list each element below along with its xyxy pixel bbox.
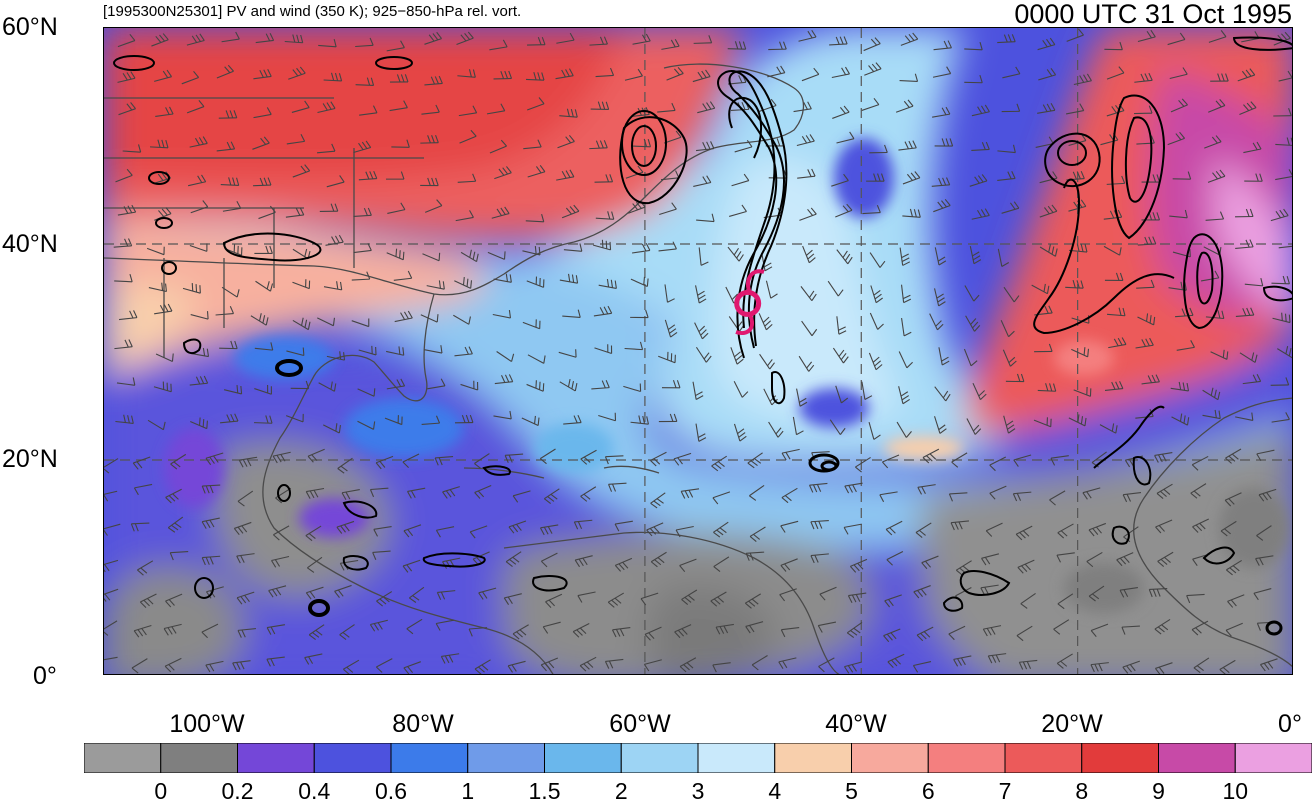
lon-label-60w: 60°W [609,710,670,739]
colorbar [84,743,1312,773]
colorbar-swatch [852,743,929,773]
colorbar-swatch [161,743,238,773]
colorbar-label: 0.2 [222,778,254,805]
lon-label-40w: 40°W [825,710,886,739]
colorbar-label: 2 [615,778,628,805]
colorbar-label: 1.5 [529,778,561,805]
colorbar-label: 0 [154,778,167,805]
colorbar-swatch [1005,743,1082,773]
lat-label-equator: 0° [33,662,57,691]
colorbar-label: 7 [999,778,1012,805]
colorbar-label: 0.6 [375,778,407,805]
plot-timestamp: 0000 UTC 31 Oct 1995 [1014,0,1292,30]
lon-label-20w: 20°W [1041,710,1102,739]
colorbar-swatch [545,743,622,773]
colorbar-label: 3 [692,778,705,805]
colorbar-swatch [468,743,545,773]
colorbar-label: 10 [1222,778,1248,805]
colorbar-label: 0.4 [298,778,330,805]
colorbar-swatch [1235,743,1312,773]
lat-label-40n: 40°N [2,230,58,259]
lon-label-80w: 80°W [392,710,453,739]
colorbar-label: 4 [768,778,781,805]
colorbar-swatch [775,743,852,773]
plot-title: [1995300N25301] PV and wind (350 K); 925… [103,3,521,20]
map-canvas [104,28,1293,675]
colorbar-label: 8 [1075,778,1088,805]
lon-label-100w: 100°W [169,710,244,739]
lat-label-60n: 60°N [2,13,58,42]
colorbar-swatch [621,743,698,773]
lon-label-0: 0° [1278,710,1302,739]
colorbar-swatch [314,743,391,773]
colorbar-swatch [391,743,468,773]
map-panel [103,27,1293,675]
colorbar-label: 5 [845,778,858,805]
colorbar-swatch [1159,743,1236,773]
colorbar-swatch [1082,743,1159,773]
colorbar-label: 6 [922,778,935,805]
colorbar-swatch [928,743,1005,773]
lat-label-20n: 20°N [2,445,58,474]
colorbar-label: 1 [461,778,474,805]
colorbar-swatch [84,743,161,773]
colorbar-swatch [238,743,315,773]
colorbar-swatch [698,743,775,773]
colorbar-label: 9 [1152,778,1165,805]
